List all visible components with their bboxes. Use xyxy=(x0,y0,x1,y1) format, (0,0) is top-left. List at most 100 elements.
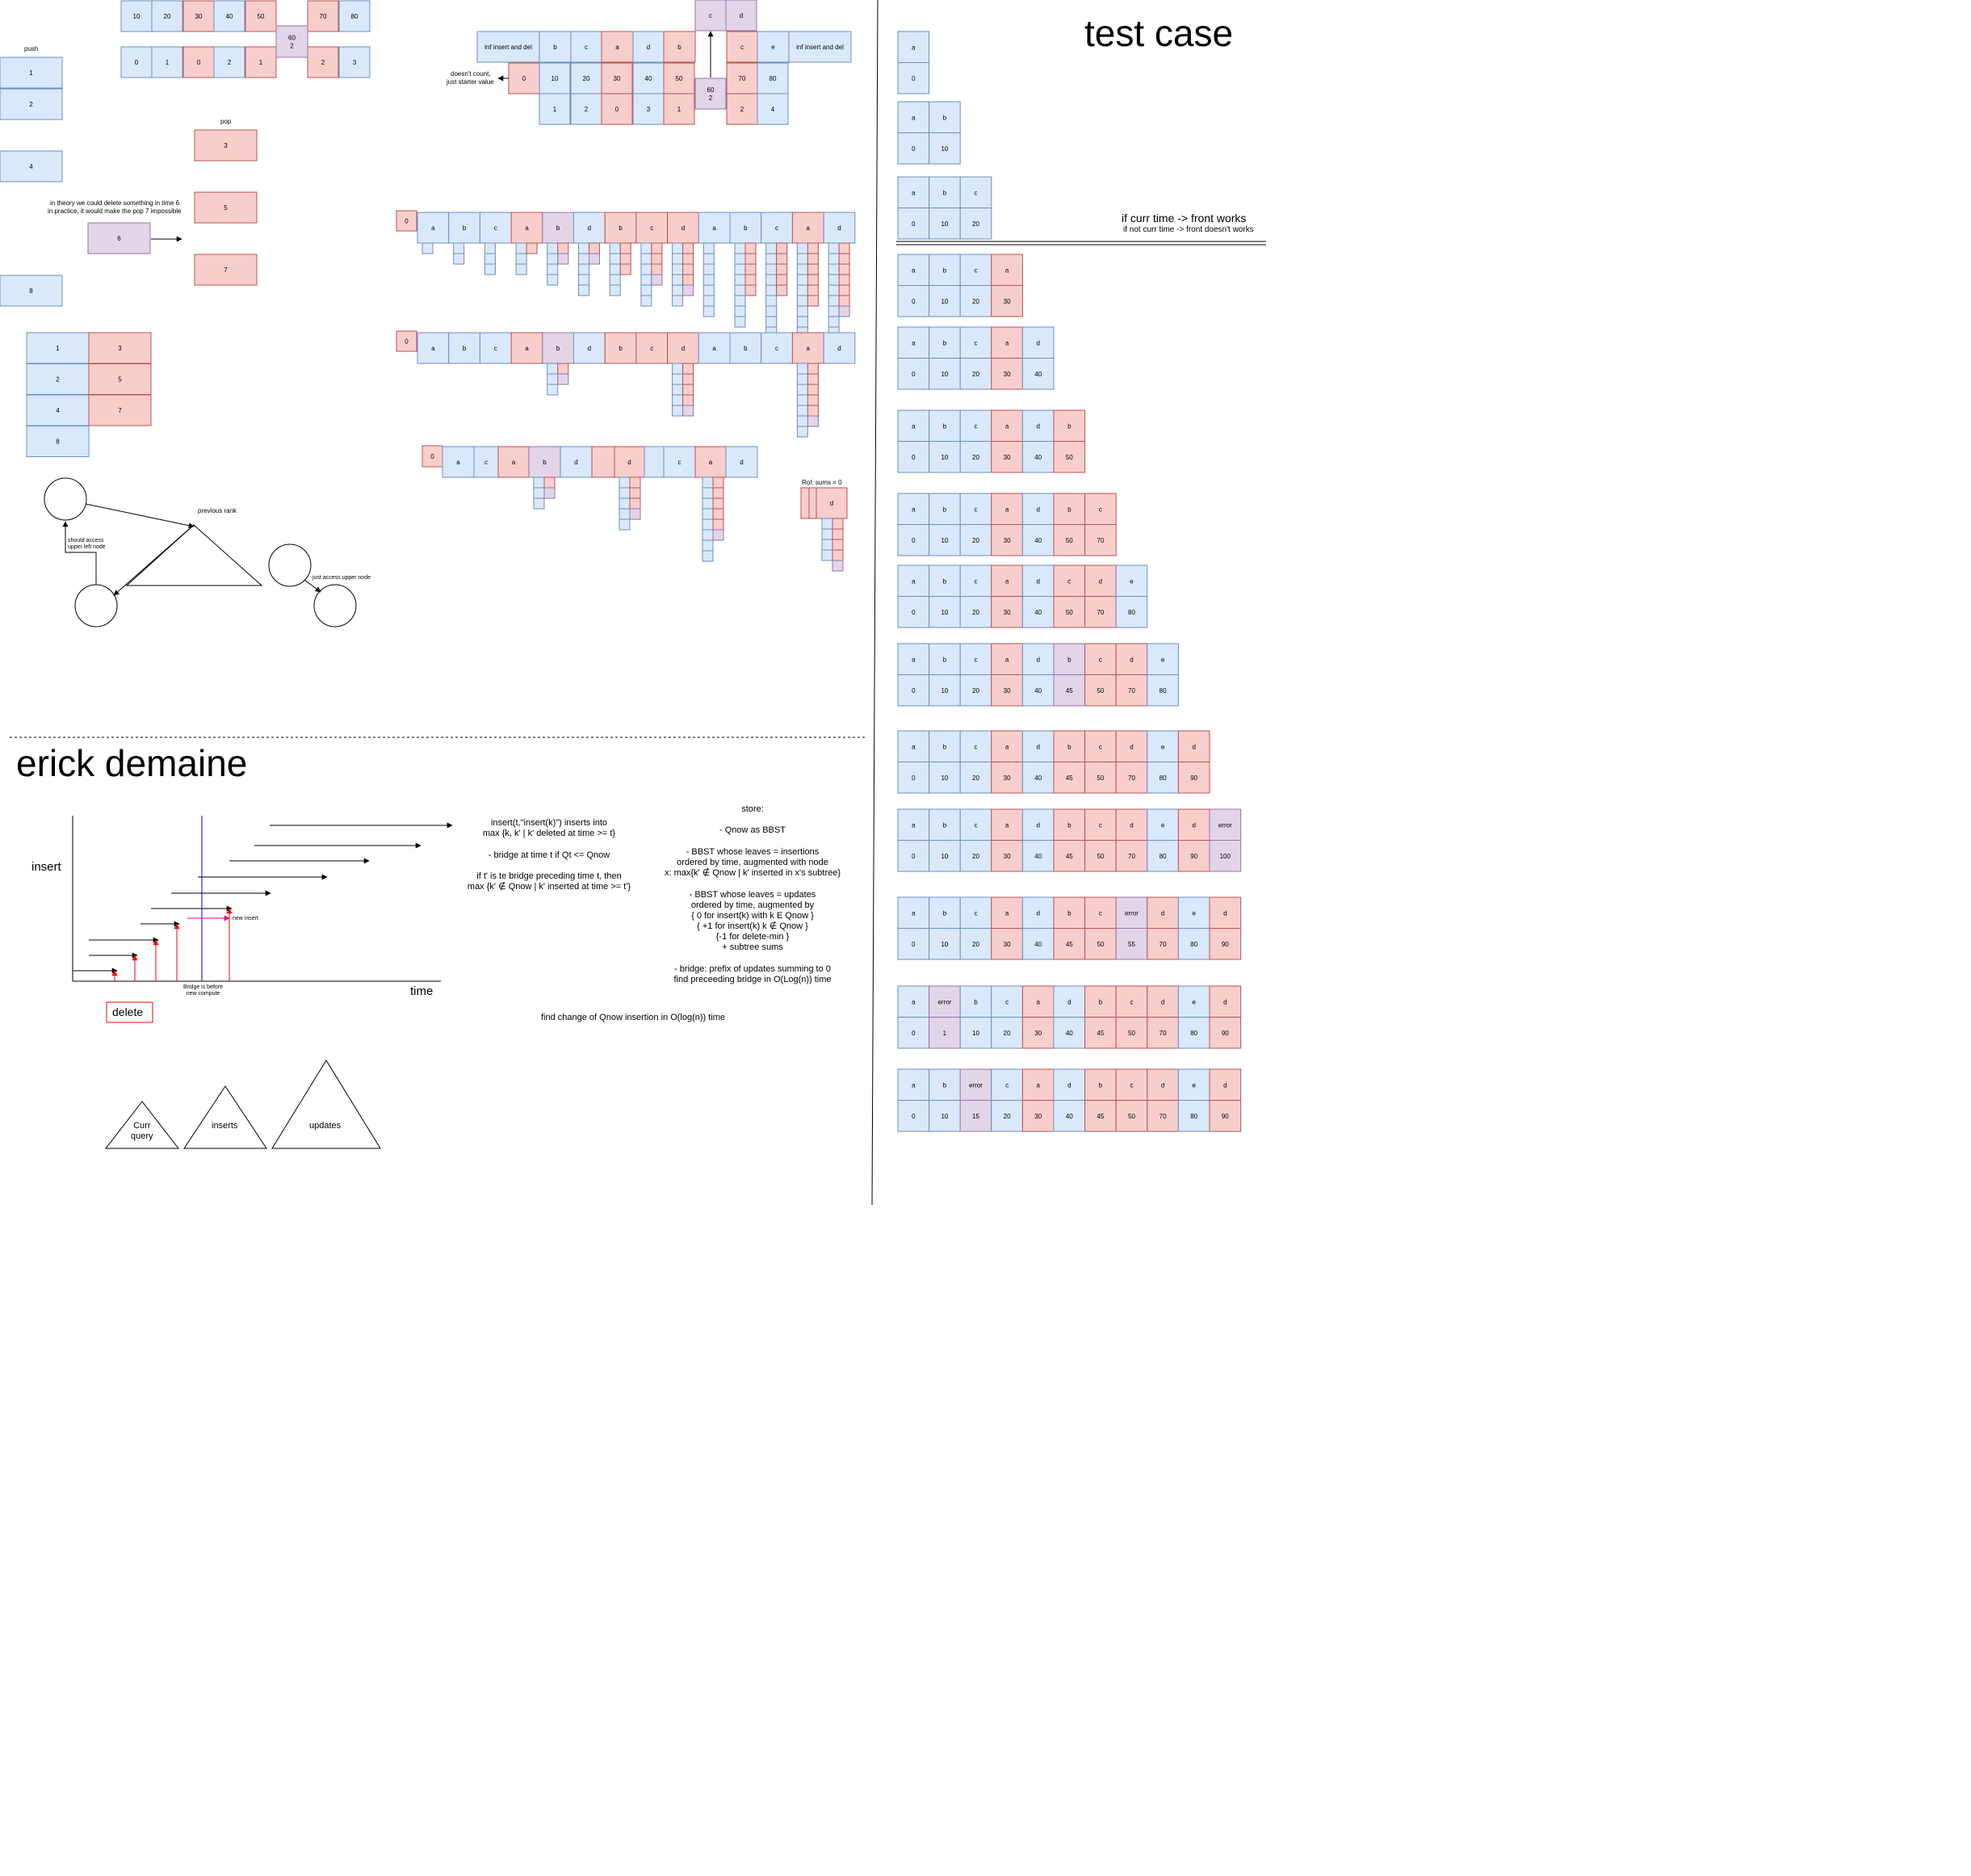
stack-row1-cell-text: a xyxy=(712,225,716,232)
test-bot-cell-text: 80 xyxy=(1128,609,1135,616)
insert-axis-label: insert xyxy=(31,860,61,874)
test-top-cell xyxy=(1209,896,1242,929)
test-top-cell-text: b xyxy=(943,1081,947,1089)
purple-note-1: in theory we could delete something in t… xyxy=(50,199,180,207)
stack-row3-cell-text: d xyxy=(627,459,631,466)
pop-cell-text: 7 xyxy=(224,267,228,274)
stack-row1-stack xyxy=(796,316,808,328)
top-row3-cell xyxy=(757,93,789,125)
rol-stack xyxy=(821,518,833,530)
stack-row1-stack xyxy=(776,242,788,254)
stack-row1-stack xyxy=(807,284,819,296)
rol-stack xyxy=(832,539,844,551)
test-bot-cell-text: 70 xyxy=(1128,687,1135,695)
top-row1-cell xyxy=(663,31,696,63)
stack-row3-cell xyxy=(644,446,665,478)
test-bot-cell-text: 10 xyxy=(941,371,948,378)
test-bot-cell xyxy=(959,441,992,473)
test-top-cell-text: a xyxy=(1005,656,1009,663)
stack-row2-stack xyxy=(682,394,694,406)
grid-left-cell-text: 4 xyxy=(56,407,60,414)
grid-left-cell-text: 8 xyxy=(56,439,60,446)
test-bot-cell-text: 20 xyxy=(972,687,979,695)
queue-time-cell xyxy=(245,46,277,78)
test-bot-cell-text: 40 xyxy=(1034,774,1042,782)
stack-row3-cell xyxy=(591,446,615,478)
store-text: store: - Qnow as BBST - BBST whose leave… xyxy=(664,804,841,984)
stack-row1-stack xyxy=(765,274,778,286)
push-cell xyxy=(0,275,63,307)
stack-row1-stack xyxy=(776,253,788,265)
test-top-cell xyxy=(1021,643,1055,675)
stack-row3-stack xyxy=(619,508,631,520)
grid-right-cell xyxy=(88,363,152,395)
test-top-cell-text: e xyxy=(1192,1081,1196,1089)
test-top-cell-text: a xyxy=(912,267,916,274)
stack-row3-stack xyxy=(702,508,714,520)
test-top-cell-text: a xyxy=(1036,1081,1040,1089)
stack-row1-stack xyxy=(672,242,684,254)
test-top-cell xyxy=(1021,1068,1055,1101)
test-top-cell-text: a xyxy=(1005,743,1009,750)
top-purple-cell-text: d xyxy=(740,12,743,19)
queue-time-cell-text: 1 xyxy=(166,59,170,66)
delete-label: delete xyxy=(112,1005,144,1018)
stack-row1-stack xyxy=(796,295,808,307)
test-top-cell xyxy=(897,808,930,841)
upper-left-label: should access upper left node xyxy=(68,538,106,551)
top-row1-cell xyxy=(570,31,602,63)
stack-row2-stack xyxy=(672,373,684,385)
tree-node-right-bottom xyxy=(313,584,357,627)
test-bot-cell xyxy=(959,596,992,628)
test-top-cell xyxy=(897,564,930,597)
stack-row1-stack xyxy=(578,253,589,265)
test-bot-cell xyxy=(1021,596,1055,628)
stack-row3-stack xyxy=(619,476,631,489)
test-top-cell-text: a xyxy=(912,1081,916,1089)
queue-key-cell-text: 80 xyxy=(351,13,359,20)
test-bot-cell-text: 70 xyxy=(1097,609,1104,616)
test-bot-cell xyxy=(1053,441,1086,473)
test-bot-cell-text: 45 xyxy=(1066,774,1073,782)
stack-row2-cell xyxy=(698,332,731,364)
stack-row1-stack xyxy=(796,274,808,286)
test-bot-cell xyxy=(1053,928,1086,960)
test-bot-cell xyxy=(1021,1100,1055,1132)
stack-row1-stack xyxy=(734,253,746,265)
stack-row2-stack xyxy=(807,384,819,396)
test-top-cell xyxy=(1053,643,1086,675)
stack-row1-stack xyxy=(765,253,778,265)
test-top-cell xyxy=(991,254,1023,286)
stack-row3-zero-text: 0 xyxy=(430,453,434,460)
test-bot-cell-text: 20 xyxy=(972,853,979,860)
test-bot-cell-text: 50 xyxy=(1097,774,1104,782)
top-row3-cell-text: 3 xyxy=(647,106,651,113)
test-top-cell-text: b xyxy=(943,339,947,346)
stack-row3-stack xyxy=(533,497,545,510)
test-bot-cell-text: 80 xyxy=(1190,941,1197,948)
grid-left-cell xyxy=(26,426,90,457)
test-top-cell xyxy=(1084,985,1117,1018)
stack-row3-stack xyxy=(619,487,631,499)
test-top-cell-text: d xyxy=(1130,656,1133,663)
queue-time-cell xyxy=(120,46,153,78)
test-bot-cell-text: 90 xyxy=(1222,1113,1229,1120)
test-bot-cell xyxy=(1021,928,1055,960)
stack-row2-cell xyxy=(823,332,856,364)
stack-row3-stack xyxy=(702,518,714,531)
test-bot-cell xyxy=(897,1017,930,1049)
grid-right-cell xyxy=(88,394,152,426)
test-bot-cell-text: 80 xyxy=(1190,1030,1197,1037)
top-row2-cell xyxy=(757,62,789,94)
stack-row1-stack xyxy=(776,284,788,296)
rol-stack xyxy=(832,549,844,561)
test-top-cell xyxy=(897,730,930,762)
inserts-triangle xyxy=(183,1085,267,1149)
stack-row1-stack xyxy=(682,274,694,286)
stack-row1-stack xyxy=(640,253,652,265)
stack-row1-stack xyxy=(651,253,663,265)
test-bot-cell-text: 30 xyxy=(1004,298,1011,305)
stack-row1-stack xyxy=(734,274,746,286)
tree-triangle xyxy=(125,524,263,586)
test-top-cell-text: e xyxy=(1161,743,1165,750)
